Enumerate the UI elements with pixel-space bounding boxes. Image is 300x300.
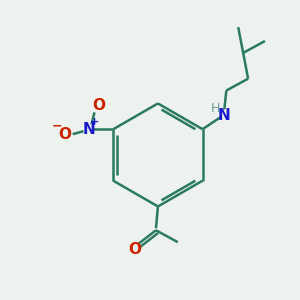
Text: O: O	[92, 98, 105, 113]
Text: +: +	[90, 117, 99, 127]
Text: H: H	[211, 102, 220, 115]
Text: O: O	[58, 127, 71, 142]
Text: O: O	[129, 242, 142, 256]
Text: N: N	[82, 122, 95, 137]
Text: −: −	[52, 120, 62, 133]
Text: N: N	[218, 108, 231, 123]
